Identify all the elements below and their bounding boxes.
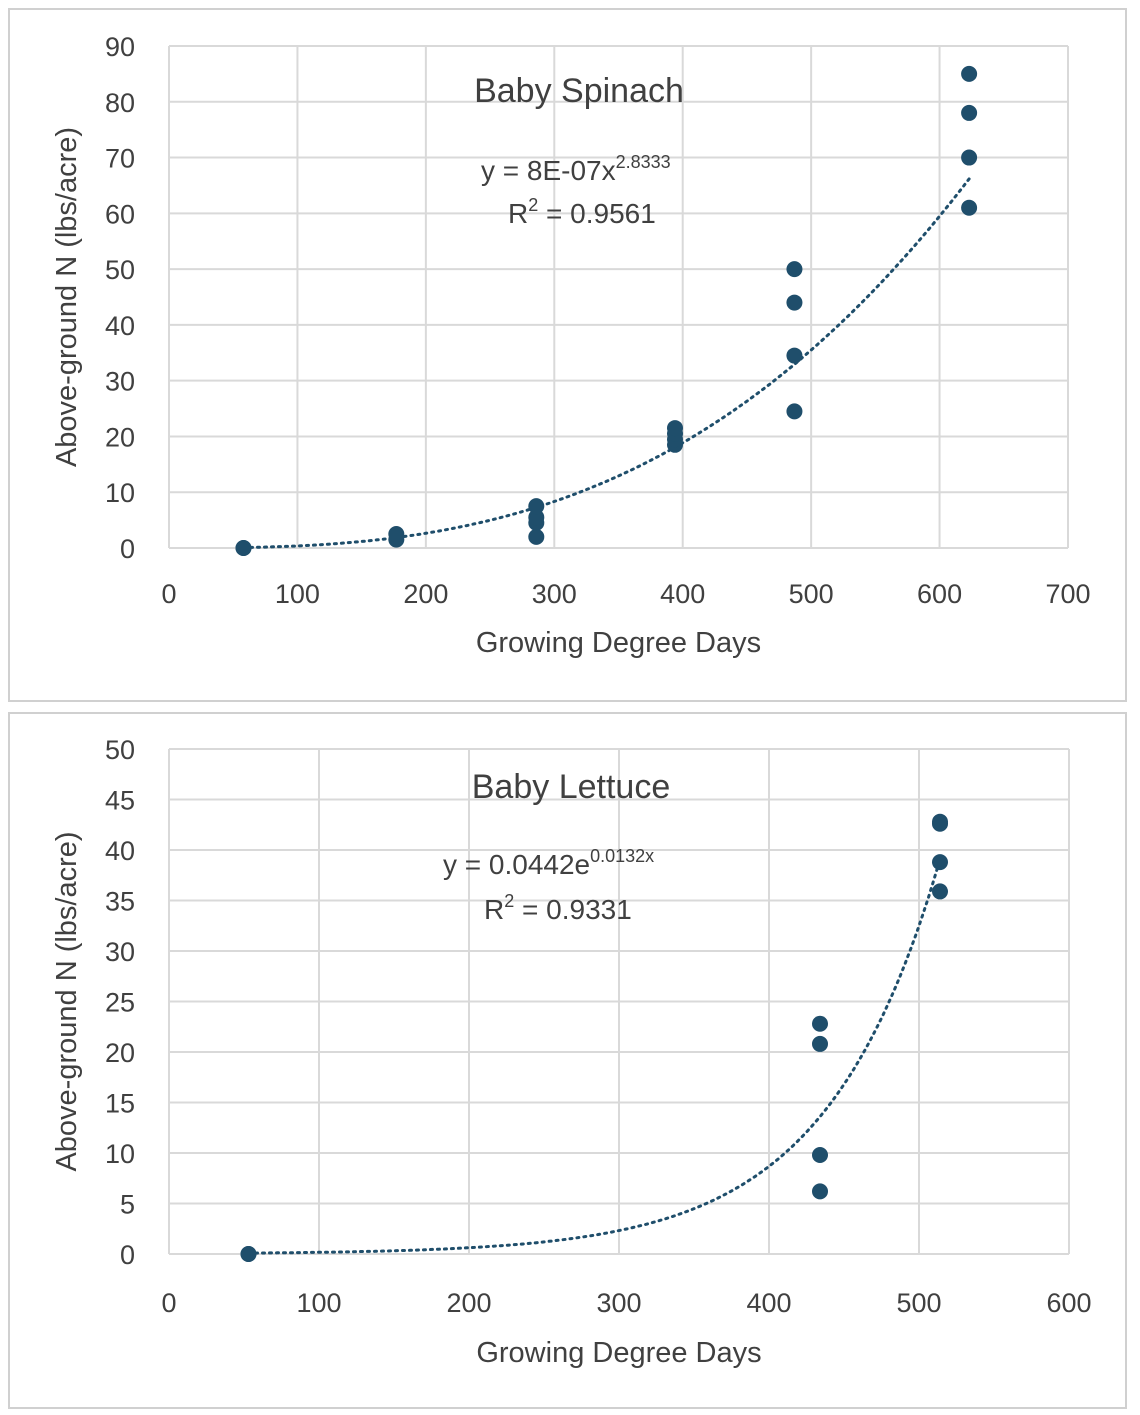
y-tick-label: 0: [120, 1240, 135, 1270]
data-point: [388, 526, 405, 543]
x-tick-label: 400: [746, 1288, 791, 1318]
y-tick-label: 20: [105, 422, 135, 452]
equation-main: y = 8E-07x: [481, 155, 616, 186]
x-tick-label: 0: [161, 1288, 176, 1318]
y-tick-label: 50: [105, 735, 135, 765]
chart-title: Baby Spinach: [474, 72, 684, 110]
y-tick-label: 10: [105, 478, 135, 508]
data-point: [786, 294, 803, 311]
x-tick-label: 600: [1046, 1288, 1091, 1318]
r-squared-value: = 0.9331: [514, 894, 632, 925]
x-axis-title: Growing Degree Days: [476, 1337, 761, 1369]
spinach-chart: 0 10 20 30 40 50 60 70 80 90 0 100 200 300 400 500 600 70…: [51, 32, 1091, 659]
x-tick-label: 200: [403, 579, 448, 609]
data-point: [786, 347, 803, 364]
y-tick-label: 35: [105, 887, 135, 917]
y-tick-label: 30: [105, 367, 135, 397]
x-tick-label: 600: [917, 579, 962, 609]
r-squared-r: R: [484, 894, 504, 925]
y-tick-label: 50: [105, 255, 135, 285]
trendline: [247, 857, 942, 1255]
x-tick-label: 400: [660, 579, 705, 609]
data-point: [932, 883, 948, 900]
r-squared: R2 = 0.9331: [484, 891, 632, 925]
x-axis-title: Growing Degree Days: [476, 627, 761, 659]
trendline: [242, 177, 971, 550]
data-point: [932, 813, 948, 830]
y-tick-label: 5: [120, 1190, 135, 1220]
y-tick-label: 90: [105, 32, 135, 62]
data-point: [812, 1147, 828, 1164]
r-squared-r: R: [508, 198, 528, 229]
data-point: [812, 1183, 828, 1200]
x-tick-label: 100: [275, 579, 320, 609]
data-point: [961, 104, 978, 121]
data-point: [528, 498, 545, 515]
equation-main: y = 0.0442e: [443, 849, 590, 880]
x-tick-label: 300: [532, 579, 577, 609]
y-axis-title: Above-ground N (lbs/acre): [51, 127, 83, 467]
y-tick-label: 20: [105, 1038, 135, 1068]
y-tick-label: 40: [105, 836, 135, 866]
data-point: [961, 65, 978, 82]
y-tick-label: 60: [105, 199, 135, 229]
y-tick-label: 70: [105, 144, 135, 174]
y-tick-label: 40: [105, 311, 135, 341]
equation-exponent: 0.0132x: [590, 846, 654, 866]
data-point: [812, 1015, 828, 1032]
r-squared-sup: 2: [504, 891, 514, 911]
data-point: [961, 149, 978, 166]
data-point: [961, 199, 978, 216]
equation-exponent: 2.8333: [616, 152, 671, 172]
data-point: [235, 540, 252, 556]
trendline-equation: y = 8E-07x2.8333: [481, 152, 671, 186]
y-tick-label: 0: [120, 534, 135, 564]
y-axis-title: Above-ground N (lbs/acre): [51, 831, 83, 1171]
r-squared-value: = 0.9561: [538, 198, 656, 229]
data-point: [528, 528, 545, 545]
y-tick-label: 45: [105, 786, 135, 816]
r-squared-sup: 2: [528, 195, 538, 215]
data-point: [528, 509, 545, 526]
spinach-chart-panel: 0 10 20 30 40 50 60 70 80 90 0 100 200 300 400 500 600 70…: [8, 8, 1127, 702]
data-point: [786, 403, 803, 420]
r-squared: R2 = 0.9561: [508, 195, 656, 229]
data-point: [667, 420, 684, 437]
x-tick-label: 300: [596, 1288, 641, 1318]
y-tick-label: 80: [105, 88, 135, 118]
trendline-equation: y = 0.0442e0.0132x: [443, 846, 654, 880]
y-tick-label: 10: [105, 1139, 135, 1169]
data-point: [812, 1035, 828, 1052]
x-tick-label: 0: [161, 579, 176, 609]
y-tick-label: 30: [105, 937, 135, 967]
lettuce-chart-panel: 0 5 10 15 20 25 30 35 40 45 50 0 100 200 300 400 500 600 G…: [8, 712, 1127, 1409]
data-point: [786, 261, 803, 278]
x-tick-label: 100: [296, 1288, 341, 1318]
y-tick-label: 15: [105, 1089, 135, 1119]
data-point: [932, 854, 948, 871]
chart-title: Baby Lettuce: [472, 768, 670, 806]
data-point: [240, 1246, 257, 1262]
x-tick-label: 700: [1045, 579, 1090, 609]
y-tick-label: 25: [105, 988, 135, 1018]
x-tick-label: 500: [789, 579, 834, 609]
x-tick-label: 500: [896, 1288, 941, 1318]
x-tick-label: 200: [446, 1288, 491, 1318]
